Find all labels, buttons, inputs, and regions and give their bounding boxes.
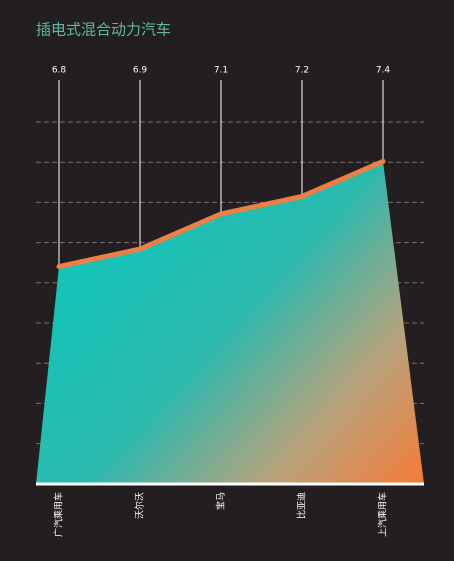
x-tick-label: 广汽乘用车: [53, 492, 65, 537]
value-label: 6.9: [133, 66, 148, 76]
line: [56, 158, 386, 270]
value-label: 7.2: [295, 66, 309, 76]
x-tick-label: 宝马: [215, 492, 227, 510]
value-label: 7.4: [376, 66, 391, 76]
value-label: 7.1: [214, 66, 228, 76]
x-tick-label: 上汽乘用车: [377, 492, 389, 537]
x-tick-label: 沃尔沃: [134, 492, 146, 519]
chart-title: 插电式混合动力汽车: [36, 21, 171, 39]
x-tick-label: 比亚迪: [296, 492, 308, 519]
area-fill: [36, 161, 424, 484]
value-label: 6.8: [52, 66, 67, 76]
